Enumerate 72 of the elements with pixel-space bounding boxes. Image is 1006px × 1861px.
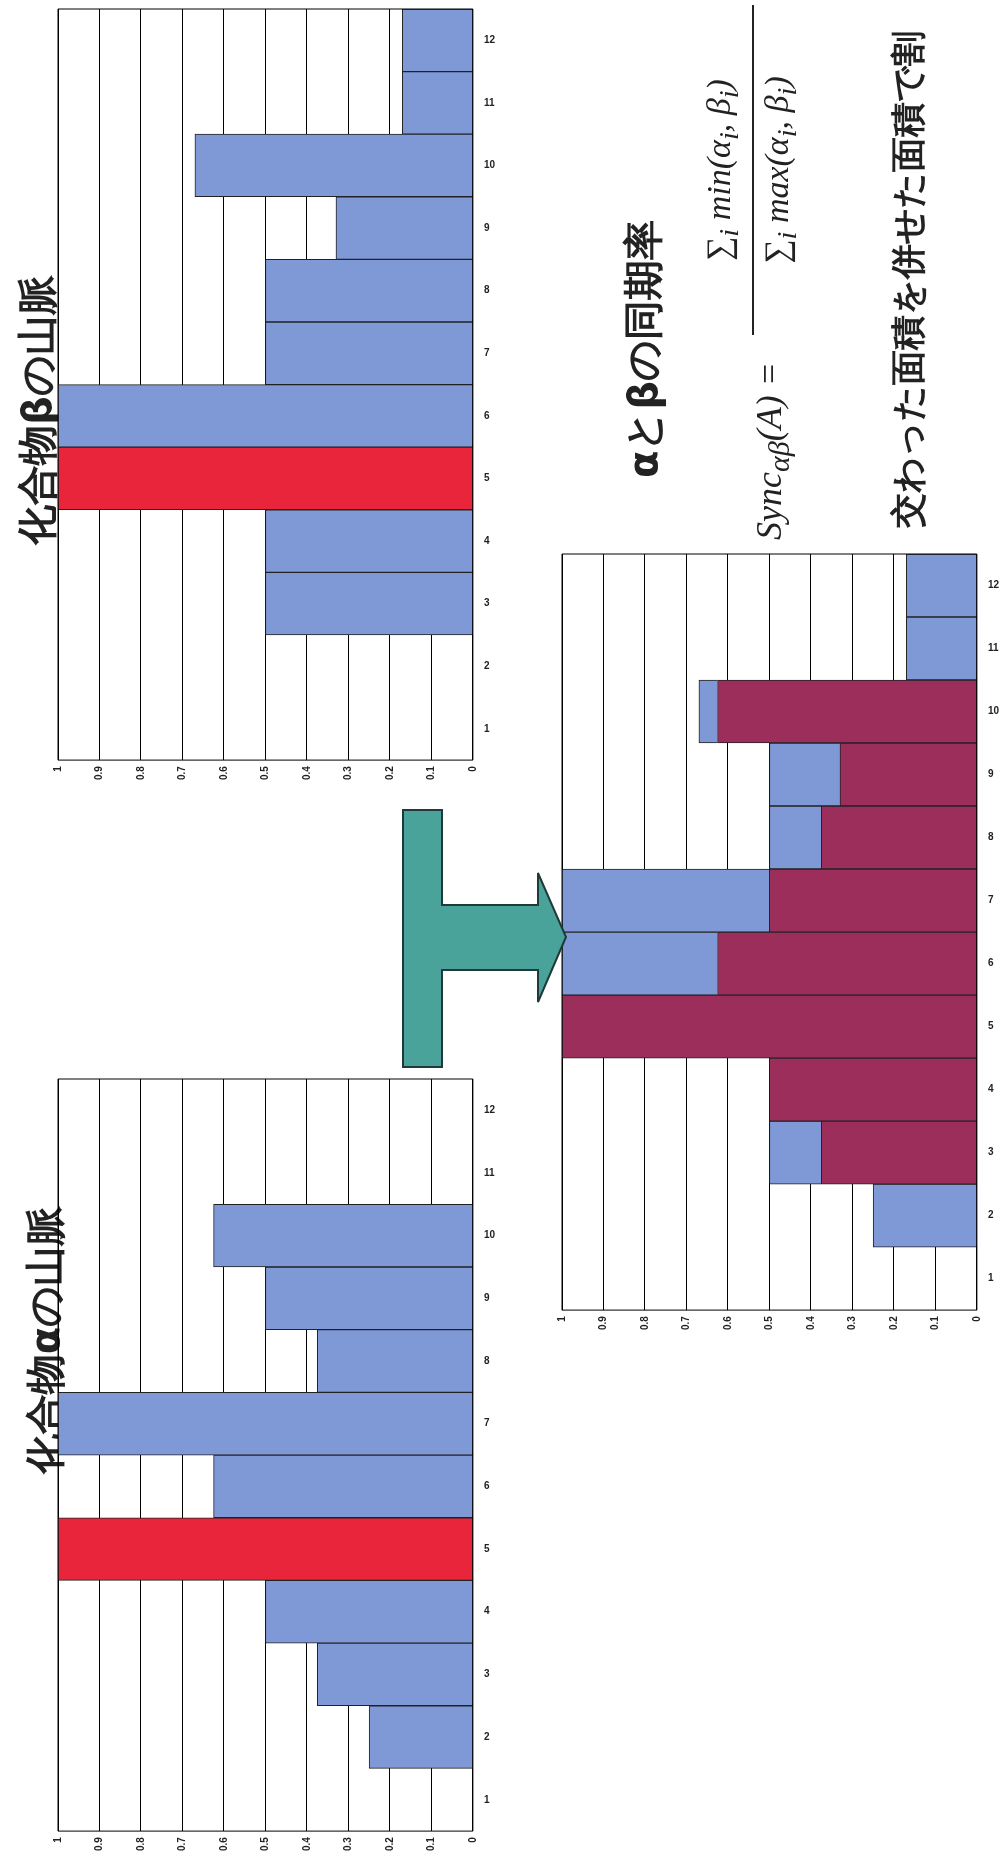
x-tick-label: 0.1	[425, 1836, 437, 1851]
y-tick-label: 8	[483, 284, 490, 296]
x-tick-label: 0.4	[804, 1315, 816, 1330]
x-tick-label: 0.9	[93, 1836, 105, 1851]
x-tick-label: 0.8	[134, 1836, 146, 1851]
x-tick-label: 0	[466, 1836, 478, 1843]
x-tick-label: 0.4	[300, 765, 312, 780]
y-tick-label: 5	[483, 1542, 490, 1554]
y-tick-label: 2	[987, 1209, 994, 1221]
y-tick-label: 10	[483, 159, 496, 171]
x-tick-label: 0.5	[763, 1315, 775, 1330]
y-tick-label: 4	[987, 1083, 994, 1095]
y-tick-label: 2	[483, 659, 490, 671]
x-tick-label: 0.9	[93, 765, 105, 780]
x-tick-label: 1	[51, 1836, 63, 1843]
x-tick-label: 0	[970, 1315, 982, 1322]
x-tick-label: 0.7	[176, 765, 188, 780]
y-tick-label: 12	[483, 1104, 496, 1116]
y-tick-label: 1	[483, 722, 490, 734]
y-tick-label: 4	[483, 1605, 490, 1617]
x-tick-label: 0.6	[217, 765, 229, 780]
y-tick-label: 7	[483, 1417, 490, 1429]
x-tick-label: 0.7	[680, 1315, 692, 1330]
y-tick-label: 3	[483, 1668, 490, 1680]
y-tick-label: 3	[987, 1146, 994, 1158]
x-tick-label: 0.1	[929, 1315, 941, 1330]
y-tick-label: 5	[483, 472, 490, 484]
y-tick-label: 12	[987, 579, 1000, 591]
y-tick-label: 11	[483, 1166, 495, 1178]
y-tick-label: 11	[483, 96, 495, 108]
y-tick-label: 10	[483, 1229, 496, 1241]
y-tick-label: 12	[483, 34, 496, 46]
x-tick-label: 0.8	[638, 1315, 650, 1330]
text: 化合物βの山脈	[13, 274, 61, 548]
x-tick-label: 0.2	[887, 1315, 899, 1330]
x-tick-label: 0.9	[597, 1315, 609, 1330]
x-tick-label: 0.7	[176, 1836, 188, 1851]
y-tick-label: 10	[987, 705, 1000, 717]
y-tick-label: 6	[987, 957, 994, 969]
y-tick-label: 7	[987, 894, 994, 906]
y-tick-label: 6	[483, 409, 490, 421]
x-tick-label: 0.6	[721, 1315, 733, 1330]
x-tick-label: 0.3	[342, 765, 354, 780]
y-tick-label: 11	[987, 642, 999, 654]
y-tick-label: 8	[483, 1354, 490, 1366]
y-tick-label: 9	[483, 221, 490, 233]
x-tick-label: 1	[51, 765, 63, 772]
x-tick-label: 0.6	[217, 1836, 229, 1851]
y-tick-label: 7	[483, 347, 490, 358]
x-tick-label: 0.3	[846, 1315, 858, 1330]
y-tick-label: 8	[987, 831, 994, 843]
x-tick-label: 1	[555, 1315, 567, 1322]
x-tick-label: 0.5	[259, 765, 271, 780]
y-tick-label: 1	[987, 1272, 994, 1284]
x-tick-label: 0.2	[383, 765, 395, 780]
x-tick-label: 0	[466, 765, 478, 772]
x-tick-label: 0.5	[259, 1836, 271, 1851]
x-tick-label: 0.4	[300, 1836, 312, 1851]
y-tick-label: 9	[483, 1292, 490, 1304]
x-tick-label: 0.2	[383, 1836, 395, 1851]
text: αとβの同期率	[619, 219, 667, 478]
x-tick-label: 0.8	[134, 765, 146, 780]
text: 交わった面積を併せた面積で割	[887, 31, 929, 528]
x-tick-label: 0.3	[342, 1836, 354, 1851]
x-tick-label: 0.1	[425, 765, 437, 780]
y-tick-label: 3	[483, 597, 490, 609]
y-tick-label: 4	[483, 534, 490, 546]
y-tick-label: 5	[987, 1020, 994, 1032]
y-tick-label: 2	[483, 1730, 490, 1742]
y-tick-label: 6	[483, 1480, 490, 1492]
y-tick-label: 9	[987, 768, 994, 780]
y-tick-label: 1	[483, 1793, 490, 1805]
